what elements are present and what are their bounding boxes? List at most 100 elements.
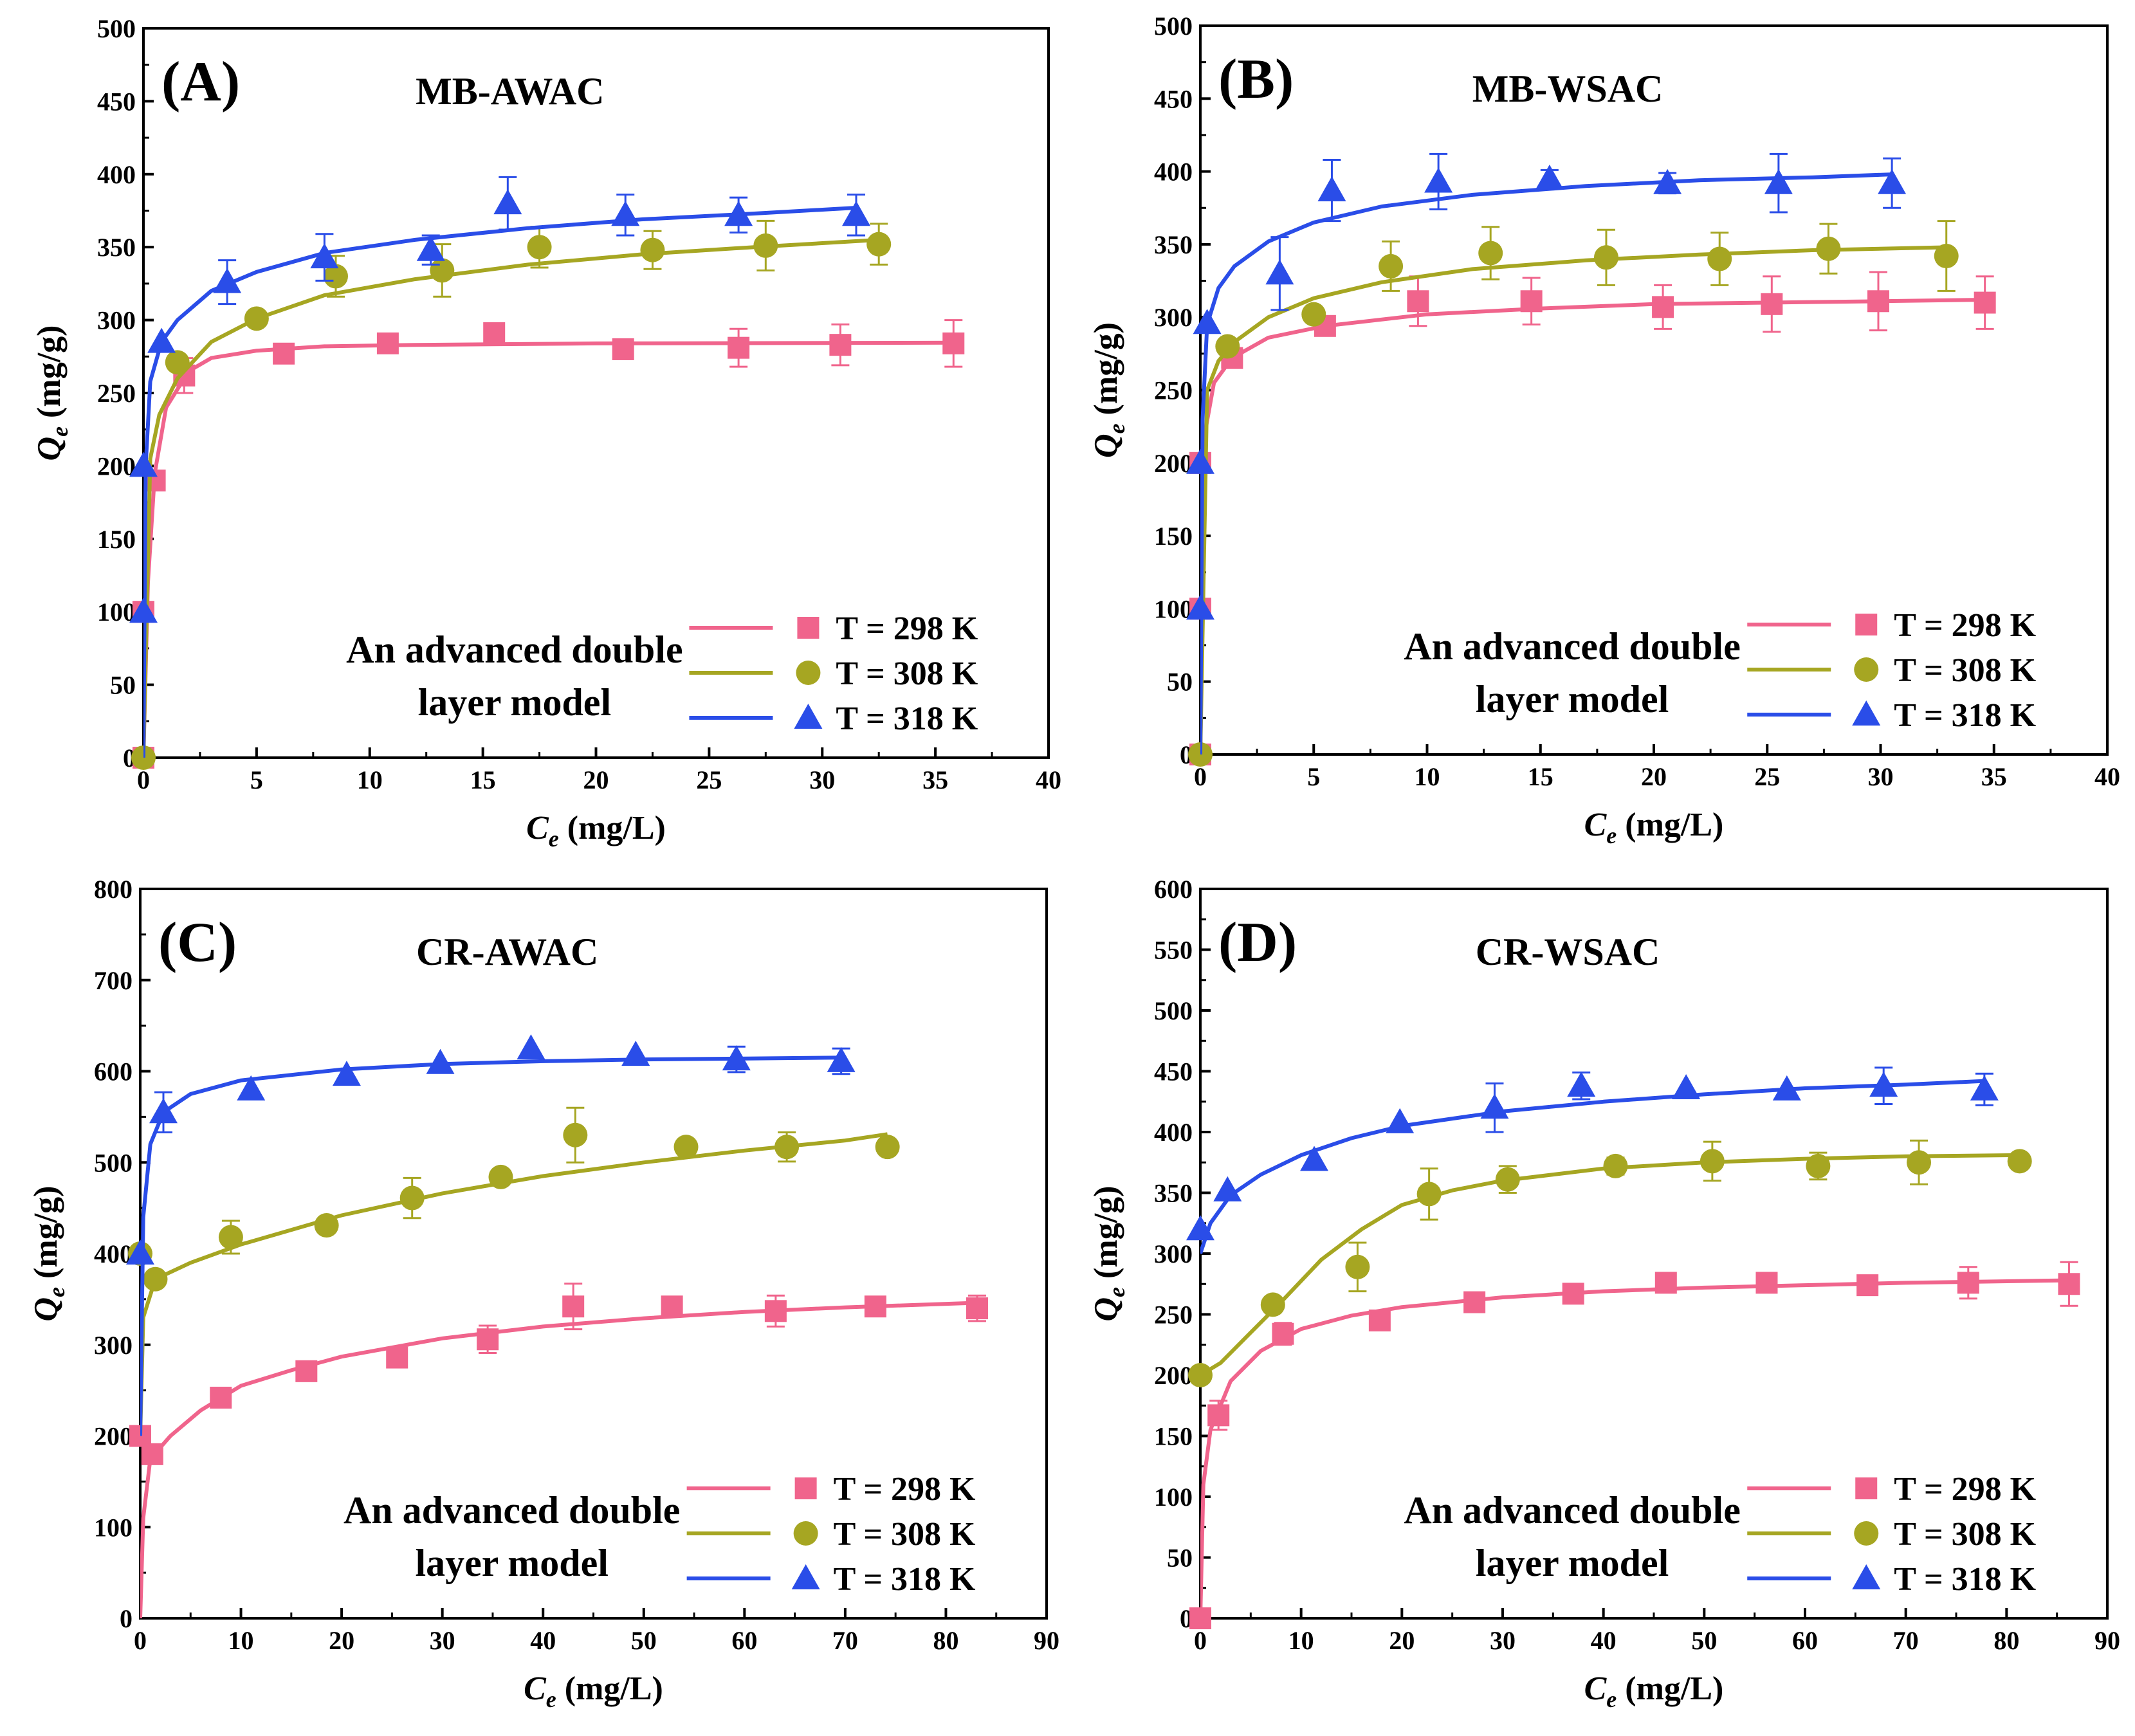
- legend-entry-t308: T = 308 K: [686, 1516, 976, 1553]
- legend-entry-t298: T = 298 K: [686, 1471, 976, 1508]
- legend-marker: [797, 617, 820, 639]
- data-point: [1957, 1272, 1979, 1294]
- data-point: [611, 201, 640, 226]
- data-point: [1213, 1176, 1242, 1201]
- x-tick-label: 90: [2094, 1626, 2120, 1655]
- data-point: [1672, 1074, 1701, 1099]
- data-point: [314, 1213, 339, 1238]
- x-tick-label: 15: [470, 765, 496, 794]
- model-label-line-1: An advanced double: [346, 628, 683, 671]
- data-point: [1856, 1274, 1879, 1297]
- legend-entry-t318: T = 318 K: [689, 700, 978, 737]
- y-axis-label-main: Q: [1088, 434, 1124, 458]
- x-axis-label: Ce (mg/L): [526, 810, 666, 852]
- data-point: [1300, 1146, 1329, 1171]
- fit-curve: [143, 206, 857, 758]
- panel-title: MB-WSAC: [1472, 68, 1663, 110]
- data-point: [1755, 1272, 1778, 1294]
- x-tick-label: 5: [250, 765, 263, 794]
- legend-entry-t308: T = 308 K: [689, 655, 978, 692]
- y-tick-label: 300: [97, 306, 136, 335]
- y-tick-label: 600: [1154, 875, 1193, 904]
- data-point: [1816, 236, 1841, 261]
- x-tick-label: 80: [933, 1626, 958, 1655]
- legend-entry-t298: T = 298 K: [1747, 1471, 2037, 1508]
- data-point: [1603, 1153, 1628, 1178]
- fit-curve: [143, 340, 958, 758]
- y-tick-label: 200: [1154, 449, 1193, 478]
- series-t308: [128, 1106, 900, 1436]
- x-axis-label: Ce (mg/L): [524, 1670, 663, 1712]
- data-point: [477, 1328, 499, 1351]
- x-tick-label: 30: [1868, 762, 1894, 791]
- model-label-line-2: layer model: [415, 1542, 609, 1584]
- data-point: [1215, 334, 1240, 359]
- y-tick-label: 250: [1154, 1301, 1193, 1329]
- x-tick-label: 10: [228, 1626, 254, 1655]
- x-tick-label: 20: [583, 765, 609, 794]
- y-tick-label: 400: [1154, 1118, 1193, 1147]
- legend-marker: [1852, 700, 1881, 726]
- x-axis-label: Ce (mg/L): [1584, 1670, 1724, 1712]
- x-tick-label: 10: [357, 765, 383, 794]
- series-t308: [1188, 1139, 2032, 1387]
- x-axis-label-sub: e: [1606, 823, 1617, 848]
- data-point: [244, 306, 269, 331]
- y-tick-label: 150: [1154, 522, 1193, 551]
- data-point: [218, 1225, 243, 1250]
- data-point: [1878, 169, 1907, 194]
- panel-title: CR-AWAC: [416, 931, 598, 973]
- data-point: [1386, 1108, 1415, 1133]
- data-point: [864, 1295, 886, 1318]
- legend-entry-t298: T = 298 K: [689, 610, 978, 647]
- legend-entry-t318: T = 318 K: [686, 1561, 976, 1598]
- data-point: [237, 1075, 266, 1101]
- data-point: [673, 1135, 699, 1160]
- data-point: [640, 237, 665, 262]
- data-point: [1654, 1272, 1677, 1294]
- legend-marker: [794, 704, 823, 729]
- data-point: [527, 235, 552, 260]
- data-point: [875, 1135, 900, 1160]
- y-tick-label: 250: [1154, 376, 1193, 405]
- series-t298: [1189, 271, 1996, 765]
- y-axis-label-sub: e: [1104, 423, 1130, 434]
- x-tick-label: 0: [137, 765, 150, 794]
- y-tick-label: 50: [1167, 668, 1193, 697]
- data-point: [1867, 290, 1889, 313]
- x-tick-label: 40: [1036, 765, 1061, 794]
- fit-curve: [1200, 1153, 2020, 1377]
- y-axis-label: Qe (mg/g): [31, 325, 73, 461]
- series-t318: [1186, 152, 1907, 754]
- y-axis-label-sub: e: [47, 426, 73, 437]
- data-point: [488, 1164, 513, 1189]
- series-t298: [129, 1283, 988, 1618]
- panel-title: MB-AWAC: [416, 70, 604, 113]
- x-tick-label: 60: [1792, 1626, 1818, 1655]
- data-point: [129, 598, 158, 623]
- x-tick-label: 0: [1194, 1626, 1207, 1655]
- data-point: [1772, 1075, 1801, 1101]
- x-axis-label-sub: e: [1606, 1686, 1617, 1712]
- data-point: [1463, 1291, 1486, 1313]
- x-tick-label: 5: [1307, 762, 1320, 791]
- panel-d: 0 10 20 30 40 50 60 70 80 90050100150200250300350…: [1088, 875, 2120, 1712]
- data-point: [1416, 1182, 1442, 1207]
- x-axis-label-sub: e: [546, 1686, 556, 1712]
- y-axis-label-unit: (mg/g): [31, 325, 68, 426]
- data-point: [1567, 1072, 1596, 1097]
- y-axis-label: Qe (mg/g): [1088, 1186, 1130, 1322]
- x-axis-label-main: C: [526, 810, 549, 846]
- x-tick-label: 30: [809, 765, 835, 794]
- data-point: [1653, 169, 1682, 194]
- y-axis-label-sub: e: [1104, 1287, 1130, 1297]
- y-tick-label: 300: [94, 1331, 133, 1360]
- legend-entry-t318: T = 318 K: [1747, 1561, 2037, 1598]
- panel-b: 0 5 10 15 20 25 30 35 40050100150200250300350400…: [1088, 12, 2120, 848]
- y-axis-label-sub: e: [44, 1287, 69, 1297]
- data-point: [1368, 1309, 1391, 1331]
- y-tick-label: 100: [1154, 1483, 1193, 1512]
- y-tick-label: 500: [1154, 12, 1193, 41]
- x-tick-label: 40: [530, 1626, 556, 1655]
